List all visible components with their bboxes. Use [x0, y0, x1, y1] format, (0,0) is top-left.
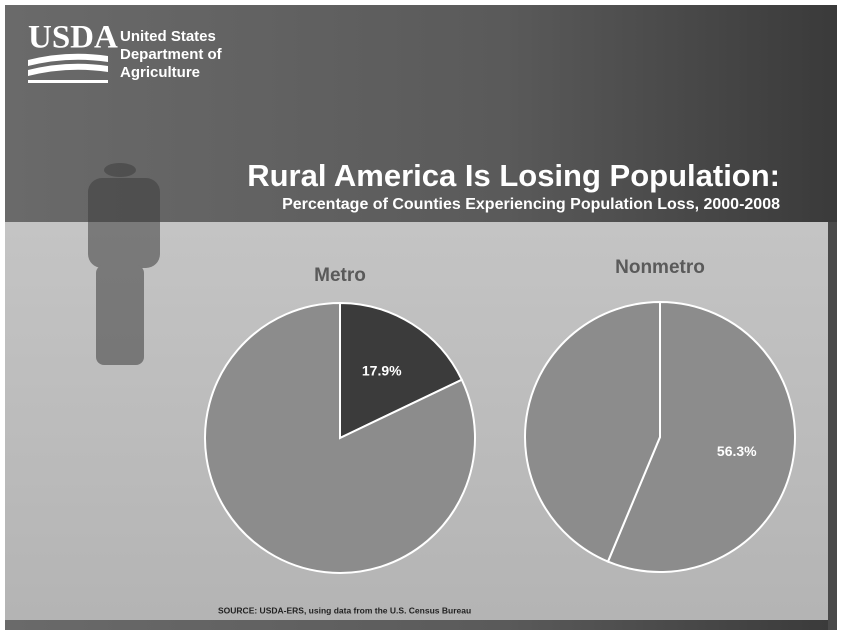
subtitle: Percentage of Counties Experiencing Popu…	[282, 196, 780, 213]
infographic: USDA United States Department of Agricul…	[0, 0, 842, 635]
title: Rural America Is Losing Population:	[247, 158, 780, 193]
value-label: 17.9%	[362, 362, 402, 378]
pie-title: Nonmetro	[615, 257, 705, 278]
value-label: 56.3%	[717, 443, 757, 459]
logo: USDA	[28, 20, 118, 56]
org-name: Agriculture	[120, 64, 200, 81]
org-name: Department of	[120, 46, 223, 63]
pie-title: Metro	[314, 265, 366, 286]
source: SOURCE: USDA-ERS, using data from the U.…	[218, 605, 471, 615]
org-name: United States	[120, 28, 216, 45]
edge	[828, 222, 837, 630]
